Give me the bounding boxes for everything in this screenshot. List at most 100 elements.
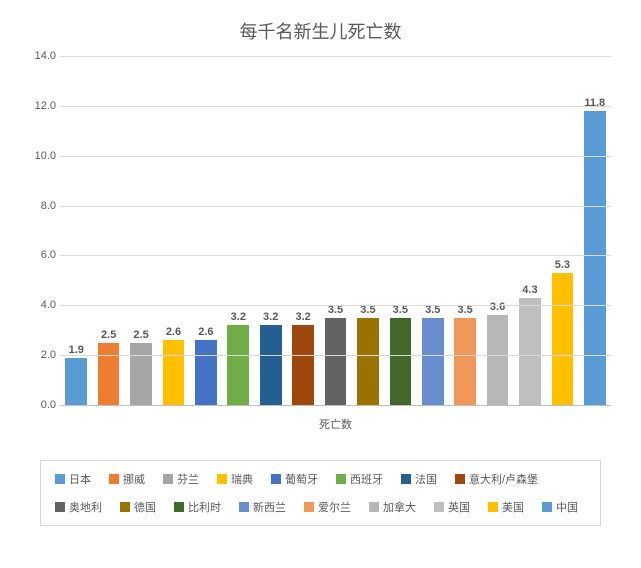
bar [552,273,574,405]
bar-slot: 3.5 [422,56,444,405]
bar-value-label: 3.2 [295,311,310,323]
legend-swatch [488,502,498,512]
legend-item: 瑞典 [217,471,253,487]
bar-value-label: 3.2 [231,311,246,323]
bar [130,343,152,405]
ytick-label: 2.0 [24,349,56,361]
legend-swatch [336,474,346,484]
bars-group: 1.92.52.52.62.63.23.23.23.53.53.53.53.53… [60,56,611,405]
legend-swatch [455,474,465,484]
bar-value-label: 3.6 [490,301,505,313]
legend-item: 日本 [55,471,91,487]
legend-item: 新西兰 [239,499,286,515]
legend-item: 美国 [488,499,524,515]
ytick-label: 14.0 [24,50,56,62]
bar [487,315,509,405]
bar-value-label: 2.6 [166,326,181,338]
ytick-label: 8.0 [24,200,56,212]
legend-label: 意大利/卢森堡 [469,471,538,487]
legend-label: 瑞典 [231,471,253,487]
bar-value-label: 2.5 [133,329,148,341]
legend-swatch [239,502,249,512]
legend-swatch [217,474,227,484]
bar [454,318,476,405]
legend-item: 奥地利 [55,499,102,515]
legend-label: 新西兰 [253,499,286,515]
legend-label: 日本 [69,471,91,487]
legend-item: 中国 [542,499,578,515]
ytick-label: 12.0 [24,100,56,112]
legend-label: 芬兰 [177,471,199,487]
legend-item: 意大利/卢森堡 [455,471,538,487]
bar [325,318,347,405]
legend-item: 西班牙 [336,471,383,487]
ytick-label: 6.0 [24,249,56,261]
legend-swatch [542,502,552,512]
bar-slot: 3.5 [390,56,412,405]
bar-slot: 3.2 [227,56,249,405]
bar-slot: 3.2 [260,56,282,405]
legend-item: 爱尔兰 [304,499,351,515]
legend-label: 英国 [448,499,470,515]
bar-slot: 3.5 [325,56,347,405]
legend-swatch [271,474,281,484]
gridline [60,355,611,356]
chart-title: 每千名新生儿死亡数 [20,18,621,44]
legend-label: 爱尔兰 [318,499,351,515]
bar-slot: 1.9 [65,56,87,405]
gridline [60,255,611,256]
legend-item: 英国 [434,499,470,515]
legend-item: 法国 [401,471,437,487]
legend-swatch [174,502,184,512]
bar-slot: 11.8 [584,56,606,405]
bar-slot: 3.2 [292,56,314,405]
legend-swatch [55,502,65,512]
legend-label: 法国 [415,471,437,487]
bar-value-label: 2.5 [101,329,116,341]
bar [422,318,444,405]
legend-swatch [369,502,379,512]
bar-slot: 2.5 [130,56,152,405]
bar [98,343,120,405]
bar [163,340,185,405]
gridline [60,106,611,107]
gridline [60,156,611,157]
bar-slot: 4.3 [519,56,541,405]
legend-swatch [401,474,411,484]
gridline [60,56,611,57]
legend-swatch [55,474,65,484]
bar-value-label: 3.2 [263,311,278,323]
legend-label: 美国 [502,499,524,515]
bar-value-label: 4.3 [522,284,537,296]
ytick-label: 4.0 [24,299,56,311]
legend-label: 奥地利 [69,499,102,515]
legend-row: 日本挪威芬兰瑞典葡萄牙西班牙法国意大利/卢森堡奥地利德国比利时新西兰爱尔兰加拿大… [55,471,586,515]
bar [227,325,249,405]
bar-slot: 2.6 [195,56,217,405]
legend-swatch [304,502,314,512]
legend-item: 德国 [120,499,156,515]
gridline [60,206,611,207]
bar-value-label: 5.3 [555,259,570,271]
bar-value-label: 2.6 [198,326,213,338]
legend-swatch [434,502,444,512]
bar-slot: 3.5 [454,56,476,405]
bar-slot: 5.3 [552,56,574,405]
legend-item: 比利时 [174,499,221,515]
bar-slot: 2.6 [163,56,185,405]
legend-swatch [109,474,119,484]
chart-container: 每千名新生儿死亡数 1.9 2.5 2.5 2.6 2.6 3.2 3.2 3.2 3.5 3.5… [0,0,641,568]
gridline [60,305,611,306]
bar [260,325,282,405]
bar [65,358,87,405]
legend-item: 加拿大 [369,499,416,515]
legend-item: 挪威 [109,471,145,487]
legend-label: 比利时 [188,499,221,515]
legend: 日本挪威芬兰瑞典葡萄牙西班牙法国意大利/卢森堡奥地利德国比利时新西兰爱尔兰加拿大… [40,460,601,526]
plot-area: 1.92.52.52.62.63.23.23.23.53.53.53.53.53… [60,56,611,406]
bar [292,325,314,405]
x-axis-label: 死亡数 [60,416,611,432]
bar [357,318,379,405]
legend-label: 中国 [556,499,578,515]
bar [195,340,217,405]
